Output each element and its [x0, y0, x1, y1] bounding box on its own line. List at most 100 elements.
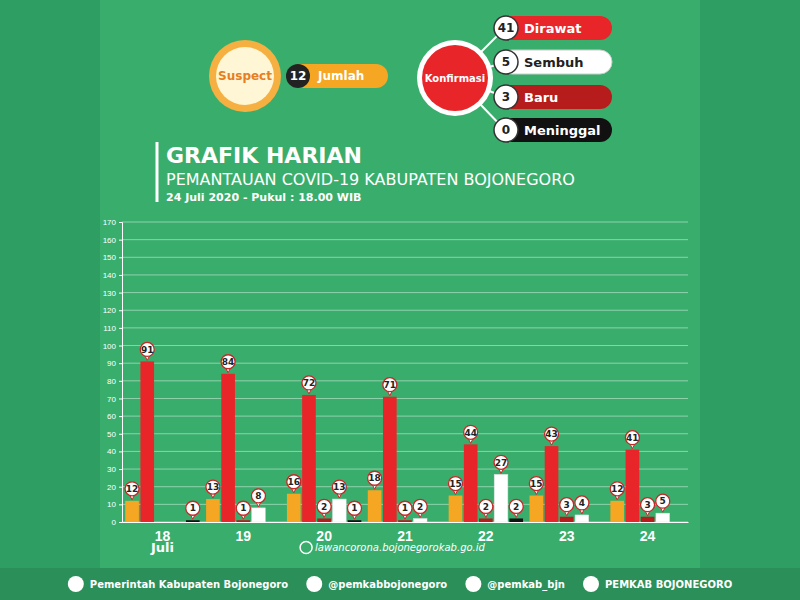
data-label-pin: 91 — [140, 342, 154, 360]
pin-head — [509, 499, 523, 513]
bar — [317, 518, 331, 522]
subtitle: PEMANTAUAN COVID-19 KABUPATEN BOJONEGORO — [166, 170, 575, 189]
data-label-pin: 27 — [494, 455, 508, 473]
pin-head — [125, 482, 139, 496]
tick-mark — [119, 346, 122, 347]
data-label: 18 — [368, 473, 381, 483]
data-label: 12 — [611, 484, 624, 494]
tick-mark — [119, 434, 122, 435]
tick-label: 130 — [103, 289, 117, 298]
tick-label: 90 — [107, 359, 116, 368]
bar — [332, 499, 346, 522]
data-label-pin: 18 — [368, 471, 382, 489]
axis-line — [123, 522, 689, 523]
social-icon — [465, 576, 481, 592]
bar — [221, 374, 235, 522]
grid-line — [122, 433, 688, 434]
grid-line — [122, 239, 688, 240]
confirmed-label: Baru — [524, 90, 558, 105]
grid-line — [122, 310, 688, 311]
pin-head — [610, 482, 624, 496]
bar — [186, 520, 200, 522]
data-label: 1 — [402, 503, 408, 513]
data-label: 84 — [222, 357, 235, 367]
pin-head — [206, 480, 220, 494]
data-label: 15 — [449, 479, 462, 489]
data-label: 2 — [483, 502, 489, 512]
grid-line — [122, 451, 688, 452]
data-label-pin: 1 — [348, 501, 362, 519]
grid-line — [122, 274, 688, 275]
bar — [302, 395, 316, 522]
pin-head — [251, 489, 265, 503]
pin-head — [348, 501, 362, 515]
bar — [383, 397, 397, 522]
confirmed-label: Meninggal — [524, 123, 601, 138]
pin-head — [383, 378, 397, 392]
pin-head — [448, 477, 462, 491]
data-label-pin: 12 — [610, 482, 624, 500]
bar — [464, 444, 478, 522]
suspect-label: Suspect — [218, 69, 272, 83]
globe-icon — [300, 542, 312, 554]
tick: 21 — [397, 522, 413, 544]
x-axis-title: Juli — [150, 540, 174, 555]
tick: 19 — [235, 522, 251, 544]
data-label: 3 — [564, 500, 570, 510]
data-label: 1 — [240, 503, 246, 513]
tick-mark — [119, 487, 122, 488]
footer-item: PEMKAB BOJONEGORO — [583, 576, 732, 592]
data-label-pin: 16 — [287, 475, 301, 493]
confirmed-number: 41 — [498, 21, 515, 35]
tick-mark — [119, 469, 122, 470]
data-label-pin: 13 — [206, 480, 220, 498]
bar — [530, 496, 544, 522]
pin-head — [641, 498, 655, 512]
bars — [125, 361, 669, 522]
data-label-pin: 8 — [251, 489, 265, 507]
data-label: 4 — [579, 498, 585, 508]
data-label: 41 — [626, 433, 639, 443]
tick: 160 — [103, 236, 122, 245]
confirmed-number-badge — [494, 118, 518, 142]
tick-mark — [119, 328, 122, 329]
tick-mark — [119, 451, 122, 452]
pin-head — [221, 355, 235, 369]
website-text: lawancorona.bojonegorokab.go.id — [315, 542, 485, 553]
data-label-pin: 71 — [383, 378, 397, 396]
data-label: 44 — [464, 428, 477, 438]
title: GRAFIK HARIAN — [166, 143, 362, 168]
social-icon — [583, 576, 599, 592]
footer: Pemerintah Kabupaten Bojonegoro@pemkabbo… — [68, 576, 732, 592]
data-label: 27 — [495, 458, 508, 468]
data-label: 15 — [530, 479, 543, 489]
tick-label: 19 — [235, 528, 251, 544]
tick-mark — [119, 504, 122, 505]
x-axis: 18192021222324 — [123, 522, 689, 544]
confirmed-title: Konfirmasi — [425, 73, 485, 84]
tick-mark — [119, 522, 122, 523]
data-label-pin: 13 — [332, 480, 346, 498]
date-note: 24 Juli 2020 - Pukul : 18.00 WIB — [166, 191, 361, 204]
tick-label: 70 — [107, 395, 116, 404]
grid-line — [122, 380, 688, 381]
grid-line — [122, 257, 688, 258]
grid-line — [122, 222, 688, 223]
y-axis: 0102030405060708090100110120130140150160… — [103, 218, 123, 527]
data-label: 5 — [660, 496, 666, 506]
tick: 70 — [107, 395, 122, 404]
data-label-pin: 2 — [317, 499, 331, 517]
tick-label: 50 — [107, 430, 116, 439]
tick: 110 — [103, 324, 122, 333]
confirmed-number: 5 — [502, 55, 510, 69]
tick: 24 — [640, 522, 656, 544]
social-icon — [68, 576, 84, 592]
tick-label: 24 — [640, 528, 656, 544]
data-label-pin: 72 — [302, 376, 316, 394]
data-label: 13 — [333, 482, 346, 492]
pin-head — [398, 501, 412, 515]
bar — [610, 501, 624, 522]
suspect-total-label: Jumlah — [317, 69, 364, 83]
data-label: 1 — [190, 503, 196, 513]
tick-mark — [119, 363, 122, 364]
